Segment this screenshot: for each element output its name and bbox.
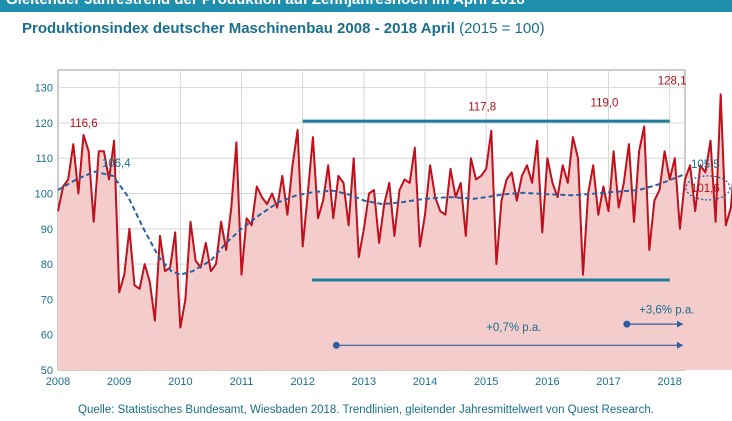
x-tick-label: 2018 <box>657 376 681 388</box>
x-tick-label: 2009 <box>107 376 131 388</box>
trend-arrow-head <box>677 320 683 328</box>
trend-arrow-start-dot <box>332 341 340 349</box>
y-tick-label: 110 <box>35 153 53 165</box>
subtitle-main: Produktionsindex deutscher Maschinenbau … <box>22 20 455 37</box>
source-note: Quelle: Statistisches Bundesamt, Wiesbad… <box>78 404 654 416</box>
annotation-label: 117,8 <box>468 102 496 114</box>
x-tick-label: 2010 <box>168 376 192 388</box>
chart-subtitle: Produktionsindex deutscher Maschinenbau … <box>22 20 545 37</box>
x-tick-label: 2011 <box>230 376 254 388</box>
annotation-label: 128,1 <box>658 75 687 87</box>
banner: Gleitender Jahrestrend der Produktion au… <box>0 0 732 12</box>
trend-arrow-head <box>677 341 683 349</box>
y-tick-label: 60 <box>41 330 53 342</box>
x-tick-label: 2013 <box>352 376 376 388</box>
x-tick-label: 2014 <box>413 376 437 388</box>
annotation-label: 116,6 <box>70 118 98 130</box>
y-tick-label: 80 <box>41 259 53 271</box>
y-tick-label: 120 <box>35 118 53 130</box>
subtitle-base: (2015 = 100) <box>459 20 545 37</box>
annotation-label: 105,5 <box>691 159 720 171</box>
annotation-label: 106,4 <box>102 158 131 170</box>
last-value-highlight <box>685 175 731 201</box>
trend-arrow-start-dot <box>623 320 631 328</box>
y-tick-label: 100 <box>35 189 53 201</box>
y-tick-label: 130 <box>35 83 53 95</box>
x-tick-label: 2008 <box>46 376 70 388</box>
series-line-produktionsindex <box>57 93 732 329</box>
x-tick-label: 2017 <box>596 376 620 388</box>
banner-title: Gleitender Jahrestrend der Produktion au… <box>6 0 525 8</box>
annotation-label: 119,0 <box>591 97 619 109</box>
x-tick-label: 2012 <box>290 376 314 388</box>
y-tick-label: 50 <box>41 365 53 377</box>
y-tick-label: 90 <box>41 224 53 236</box>
y-tick-label: 70 <box>41 294 53 306</box>
annotation-label: +3,6% p.a. <box>639 305 694 317</box>
x-tick-label: 2016 <box>535 376 559 388</box>
annotation-label: +0,7% p.a. <box>486 322 541 334</box>
annotation-label: 101,6 <box>691 183 720 195</box>
series-line-trend <box>57 170 686 276</box>
x-tick-label: 2015 <box>474 376 498 388</box>
